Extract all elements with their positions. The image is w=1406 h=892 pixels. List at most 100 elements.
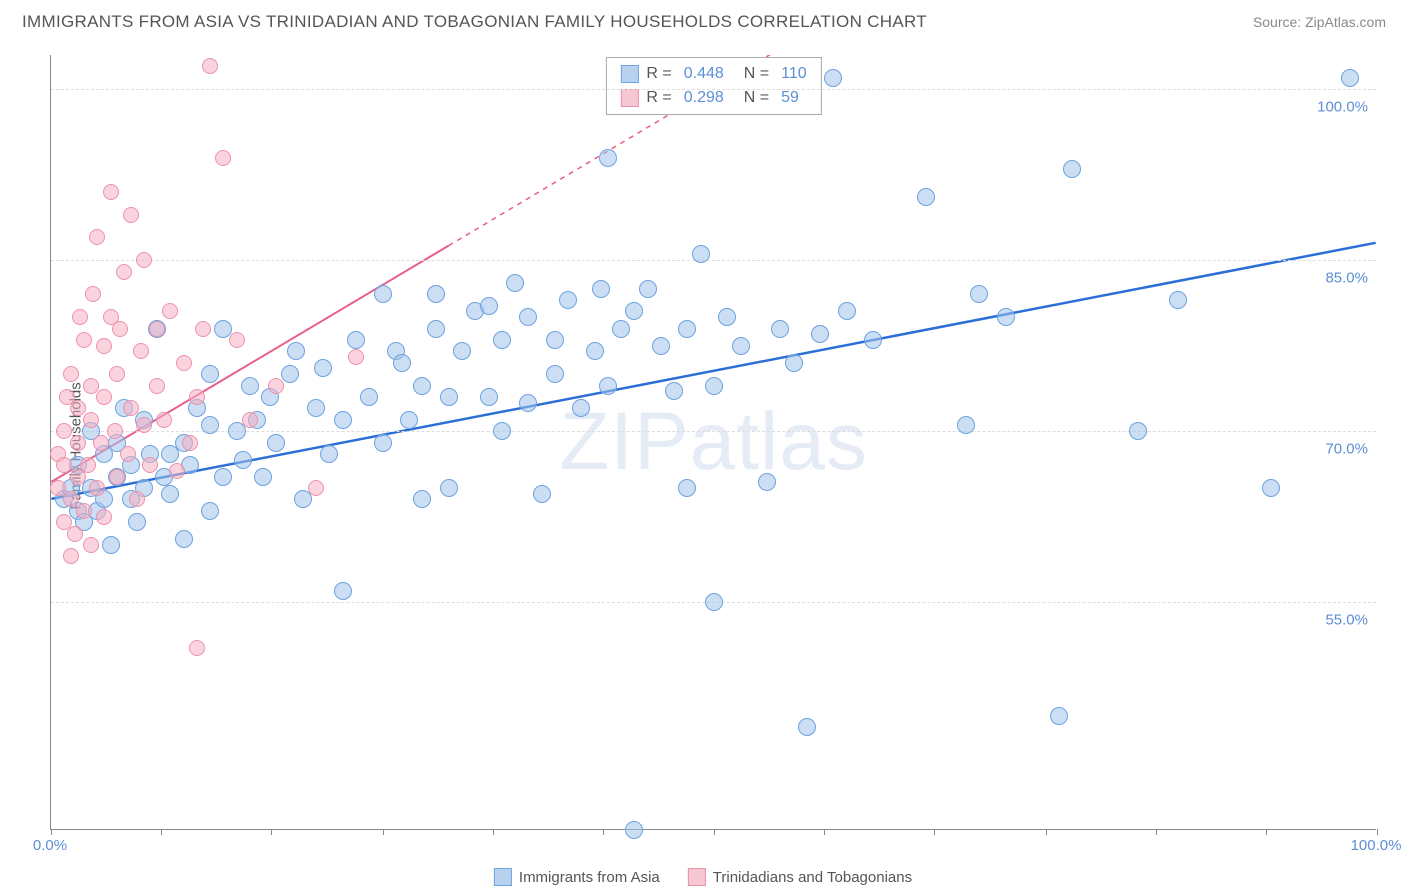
scatter-point [107, 423, 123, 439]
scatter-point [96, 509, 112, 525]
y-tick-label: 70.0% [1325, 441, 1368, 458]
scatter-point [592, 280, 610, 298]
scatter-point [348, 349, 364, 365]
scatter-point [678, 320, 696, 338]
scatter-point [214, 468, 232, 486]
scatter-point [116, 264, 132, 280]
scatter-point [347, 331, 365, 349]
legend-swatch [494, 868, 512, 886]
scatter-point [360, 388, 378, 406]
scatter-point [120, 446, 136, 462]
scatter-point [692, 245, 710, 263]
scatter-point [440, 388, 458, 406]
bottom-legend-item: Immigrants from Asia [494, 868, 660, 886]
y-tick-label: 55.0% [1325, 612, 1368, 629]
x-tick [824, 829, 825, 835]
scatter-point [493, 331, 511, 349]
scatter-point [102, 536, 120, 554]
scatter-point [67, 526, 83, 542]
scatter-point [1063, 160, 1081, 178]
scatter-point [811, 325, 829, 343]
scatter-point [281, 365, 299, 383]
scatter-point [957, 416, 975, 434]
scatter-point [612, 320, 630, 338]
scatter-point [149, 378, 165, 394]
bottom-legend-item: Trinidadians and Tobagonians [688, 868, 912, 886]
scatter-point [63, 491, 79, 507]
scatter-point [519, 308, 537, 326]
scatter-point [136, 417, 152, 433]
scatter-point [83, 537, 99, 553]
scatter-point [136, 252, 152, 268]
legend-r-label: R = [646, 62, 671, 86]
scatter-point [89, 480, 105, 496]
scatter-point [241, 377, 259, 395]
scatter-point [413, 490, 431, 508]
scatter-point [824, 69, 842, 87]
legend-swatch [620, 65, 638, 83]
scatter-point [176, 355, 192, 371]
scatter-point [1050, 707, 1068, 725]
scatter-point [599, 377, 617, 395]
chart-source: Source: ZipAtlas.com [1253, 14, 1386, 30]
scatter-point [427, 285, 445, 303]
bottom-legend-label: Trinidadians and Tobagonians [713, 869, 912, 886]
scatter-point [665, 382, 683, 400]
scatter-point [83, 412, 99, 428]
scatter-point [149, 321, 165, 337]
gridline [51, 89, 1376, 90]
scatter-point [427, 320, 445, 338]
scatter-point [169, 463, 185, 479]
scatter-point [413, 377, 431, 395]
chart-title: IMMIGRANTS FROM ASIA VS TRINIDADIAN AND … [22, 12, 927, 32]
scatter-point [798, 718, 816, 736]
scatter-point [182, 435, 198, 451]
scatter-point [89, 229, 105, 245]
scatter-point [123, 400, 139, 416]
scatter-point [314, 359, 332, 377]
scatter-point [480, 297, 498, 315]
scatter-point [758, 473, 776, 491]
gridline [51, 260, 1376, 261]
legend-swatch [620, 89, 638, 107]
scatter-point [195, 321, 211, 337]
x-tick [493, 829, 494, 835]
scatter-point [161, 485, 179, 503]
x-tick [1156, 829, 1157, 835]
scatter-point [546, 365, 564, 383]
scatter-point [400, 411, 418, 429]
x-tick-label: 100.0% [1351, 837, 1402, 854]
scatter-point [625, 821, 643, 839]
scatter-point [156, 412, 172, 428]
scatter-point [599, 149, 617, 167]
scatter-point [287, 342, 305, 360]
scatter-point [128, 513, 146, 531]
scatter-point [175, 530, 193, 548]
scatter-point [533, 485, 551, 503]
scatter-point [1262, 479, 1280, 497]
legend-swatch [688, 868, 706, 886]
scatter-point [997, 308, 1015, 326]
scatter-point [625, 302, 643, 320]
scatter-point [374, 434, 392, 452]
scatter-point [506, 274, 524, 292]
scatter-point [718, 308, 736, 326]
gridline [51, 431, 1376, 432]
scatter-point [93, 435, 109, 451]
x-tick [1377, 829, 1378, 835]
scatter-point [639, 280, 657, 298]
scatter-point [162, 303, 178, 319]
scatter-point [308, 480, 324, 496]
legend-n-label: N = [744, 62, 769, 86]
scatter-point [1341, 69, 1359, 87]
scatter-point [480, 388, 498, 406]
scatter-point [440, 479, 458, 497]
plot-area: ZIPatlas R =0.448N =110R =0.298N =59 55.… [50, 55, 1376, 830]
scatter-point [453, 342, 471, 360]
x-tick [51, 829, 52, 835]
scatter-point [56, 457, 72, 473]
x-tick [934, 829, 935, 835]
scatter-point [112, 321, 128, 337]
scatter-point [519, 394, 537, 412]
scatter-point [572, 399, 590, 417]
